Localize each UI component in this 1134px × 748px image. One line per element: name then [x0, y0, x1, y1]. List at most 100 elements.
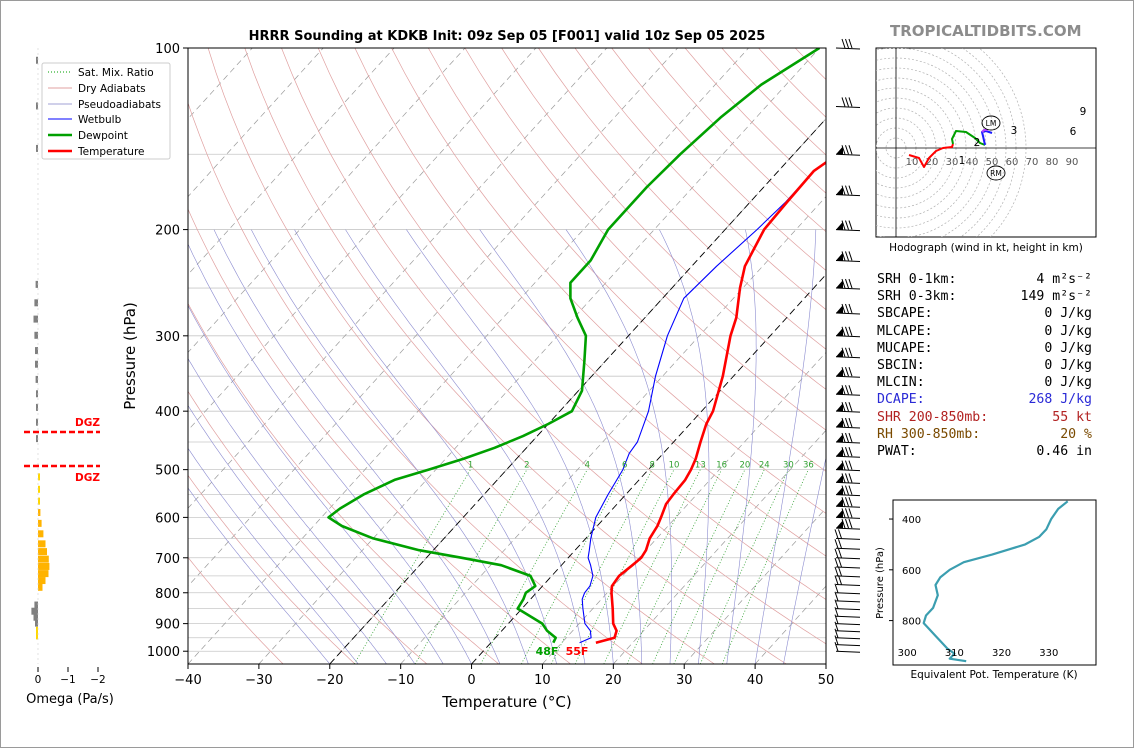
- dry-adiabat: [188, 101, 643, 664]
- barb-feather: [841, 145, 846, 155]
- barb-staff: [835, 441, 861, 444]
- barb-feather: [845, 417, 849, 428]
- hodograph-ring-label: 50: [986, 157, 999, 168]
- barb-feather: [848, 326, 853, 336]
- barb-feather: [845, 326, 849, 336]
- barb-feather: [848, 185, 853, 195]
- pseudoadiabat: [188, 357, 416, 664]
- barb-feather: [848, 347, 853, 357]
- barb-feather: [845, 251, 849, 261]
- hodograph-ring-label: 90: [1066, 157, 1079, 168]
- omega-bar: [38, 583, 43, 591]
- x-tick-label: −10: [387, 673, 414, 688]
- isotherm-line: [188, 48, 678, 587]
- omega-bar: [31, 607, 38, 615]
- stat-value: 0.46 in: [1036, 444, 1092, 459]
- barb-feather: [841, 432, 846, 443]
- mixing-ratio-label: 36: [803, 461, 814, 471]
- barb-feather: [848, 518, 853, 529]
- omega-profile: 0 −1 −2 DGZ DGZ: [24, 48, 106, 686]
- hodograph-trace: [951, 130, 986, 146]
- pseudoadiabat: [783, 456, 826, 664]
- barb-feather: [834, 614, 839, 624]
- pseudoadiabat: [188, 404, 387, 664]
- stat-value: 0 J/kg: [1044, 358, 1092, 373]
- stat-label: MLCIN:: [877, 375, 925, 391]
- barb-feather: [845, 278, 849, 289]
- stat-row: MLCAPE: 0 J/kg: [877, 324, 1092, 339]
- theta-e-ylabel: Pressure (hPa): [875, 547, 886, 619]
- barb-feather: [848, 485, 853, 495]
- omega-tick-label: −2: [90, 674, 105, 686]
- barb-staff: [835, 356, 861, 359]
- dry-adiabat: [188, 474, 356, 664]
- stat-row: PWAT: 0.46 in: [877, 444, 1092, 459]
- x-tick-label: −30: [245, 673, 272, 688]
- omega-bar: [36, 144, 38, 152]
- skewt-ylabel: Pressure (hPa): [121, 302, 139, 410]
- barb-feather: [834, 635, 839, 645]
- barb-feather: [848, 38, 853, 49]
- x-tick-label: 20: [605, 673, 622, 688]
- barb-feather: [845, 367, 849, 377]
- theta-e-x-label: 310: [945, 648, 964, 659]
- stat-label: MUCAPE:: [877, 340, 933, 356]
- dry-adiabat: [538, 48, 826, 350]
- mixing-ratio-line: [550, 469, 653, 664]
- barb-staff: [835, 494, 861, 497]
- barb-feather: [848, 432, 853, 443]
- theta-e-y-label: 800: [902, 617, 921, 628]
- y-tick-label: 800: [155, 587, 180, 602]
- barb-pennant: [836, 520, 843, 529]
- barb-staff: [835, 153, 861, 156]
- omega-bar: [36, 403, 38, 411]
- barb-staff: [835, 608, 861, 611]
- barb-feather: [848, 473, 853, 483]
- pseudoadiabat: [188, 304, 444, 664]
- theta-e-y-label: 400: [902, 515, 921, 526]
- barb-feather: [834, 621, 839, 631]
- legend-label-temperature: Temperature: [77, 146, 145, 158]
- omega-bar: [34, 299, 38, 307]
- barb-staff: [835, 644, 861, 647]
- barb-staff: [835, 410, 861, 413]
- profile-dewpoint: [327, 48, 821, 644]
- mixing-ratio-label: 4: [585, 461, 590, 471]
- pseudoadiabat: [479, 229, 642, 664]
- dry-adiabat: [427, 48, 826, 472]
- skewt-xlabel: Temperature (°C): [441, 693, 571, 711]
- y-tick-label: 900: [155, 618, 180, 633]
- x-tick-label: 10: [534, 673, 551, 688]
- barb-feather: [841, 518, 846, 529]
- barb-feather: [848, 251, 853, 261]
- barb-staff: [835, 287, 861, 290]
- mixing-ratio-label: 2: [524, 461, 529, 471]
- barb-staff: [835, 505, 861, 508]
- y-tick-label: 1000: [147, 645, 180, 660]
- barb-pennant: [836, 386, 843, 395]
- barb-staff: [835, 566, 861, 569]
- mixing-ratio-line: [414, 469, 528, 664]
- stat-value: 0 J/kg: [1044, 306, 1092, 322]
- skewt-title: HRRR Sounding at KDKB Init: 09z Sep 05 […: [249, 29, 766, 44]
- barb-feather: [848, 97, 853, 107]
- barb-feather: [845, 385, 849, 395]
- barb-feather: [841, 303, 846, 314]
- legend-label-mixing-ratio: Sat. Mix. Ratio: [78, 67, 154, 79]
- mixing-ratio-label: 6: [622, 461, 627, 471]
- mixing-ratio-line: [699, 469, 789, 664]
- pseudoadiabat: [294, 229, 557, 664]
- barb-pennant: [836, 327, 843, 336]
- legend-label-dry-adiabats: Dry Adiabats: [78, 83, 146, 95]
- pseudoadiabat: [188, 487, 331, 664]
- stat-value: 0 J/kg: [1044, 340, 1092, 356]
- barb-feather: [845, 497, 849, 507]
- hodograph-storm-label: LM: [986, 119, 997, 128]
- barb-staff: [835, 547, 861, 550]
- barb-feather: [845, 432, 849, 443]
- barb-staff: [835, 583, 861, 586]
- dgz-label: DGZ: [75, 472, 100, 484]
- theta-e-frame: [892, 499, 1097, 666]
- barb-feather: [841, 402, 846, 412]
